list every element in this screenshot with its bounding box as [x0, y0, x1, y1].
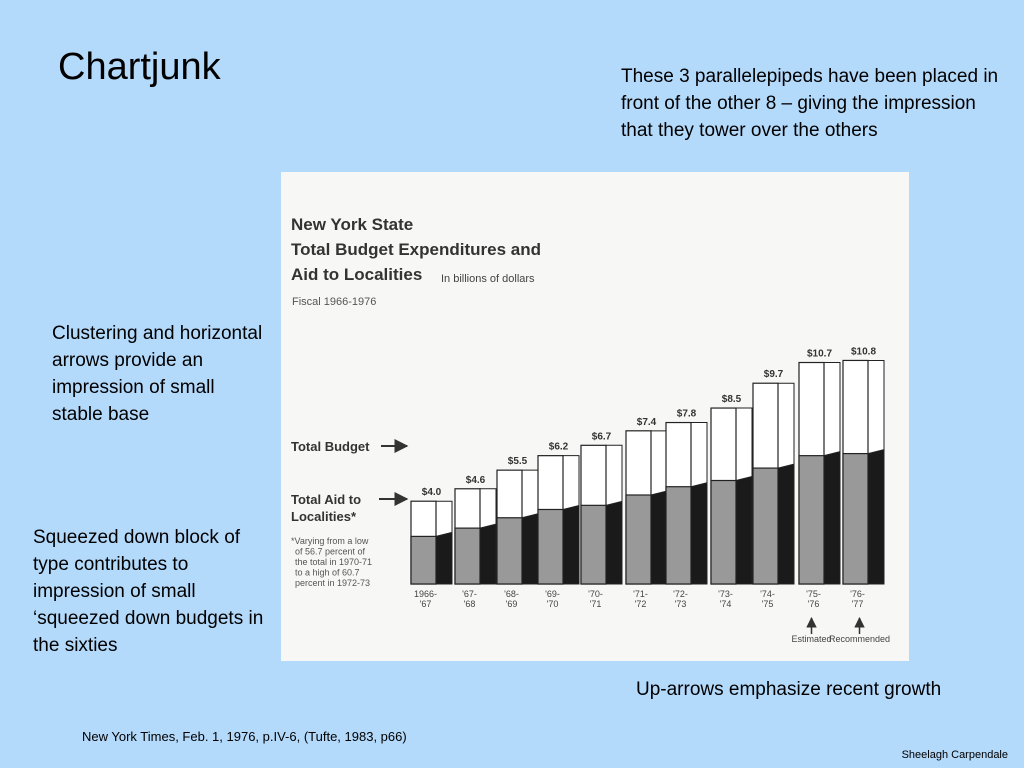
- chart-subtitle: Fiscal 1966-1976: [292, 296, 376, 308]
- aid-bar-7: [710, 479, 737, 585]
- value-label-2: $5.5: [508, 456, 528, 467]
- value-label-3: $6.2: [549, 442, 569, 453]
- bar-group-9: [798, 361, 841, 585]
- category-label-10: '76-'77: [850, 589, 865, 609]
- bar-group-5: [625, 430, 668, 585]
- aid-side-face-10: [867, 448, 885, 585]
- category-label-2: '68-'69: [504, 589, 519, 609]
- aid-side-face-8: [777, 463, 795, 585]
- aid-bar-9: [798, 455, 825, 585]
- category-label-9: '75-'76: [806, 589, 821, 609]
- aid-side-face-2: [521, 513, 539, 585]
- bar-group-8: [752, 382, 795, 585]
- category-label-6: '72-'73: [673, 589, 688, 609]
- budget-chart: $4.0 1966-'67 $4.6 '67-'68 $5.5 '68-'69 $6.2 '6…: [291, 215, 890, 644]
- value-label-9: $10.7: [807, 349, 832, 360]
- value-label-7: $8.5: [722, 394, 742, 405]
- value-label-0: $4.0: [422, 487, 442, 498]
- aid-bar-10: [842, 452, 869, 585]
- value-label-4: $6.7: [592, 431, 612, 442]
- bar-group-10: [842, 359, 885, 585]
- value-label-1: $4.6: [466, 475, 486, 486]
- annotation-towering-bars: These 3 parallelepipeds have been placed…: [621, 66, 999, 141]
- chart-footnote: *Varying from a low of 56.7 percent of the…: [291, 536, 372, 588]
- bar-group-7: [710, 407, 753, 585]
- chart-title: New York State Total Budget Expenditures …: [291, 215, 541, 284]
- bar-group-3: [537, 455, 580, 585]
- category-label-4: '70-'71: [588, 589, 603, 609]
- annotation-squeezed-type: Squeezed down block of type contributes …: [33, 527, 264, 656]
- category-label-3: '69-'70: [545, 589, 560, 609]
- value-label-10: $10.8: [851, 346, 876, 357]
- series-label-aid: Total Aid to Localities*: [291, 492, 361, 524]
- bar-group-6: [665, 421, 708, 585]
- bar-group-0: [410, 500, 453, 585]
- category-label-7: '73-'74: [718, 589, 733, 609]
- bottom-note-1: Recommended: [829, 634, 890, 644]
- category-label-0: 1966-'67: [414, 589, 437, 609]
- annotation-clustering: Clustering and horizontal arrows provide…: [52, 323, 263, 425]
- category-label-1: '67-'68: [462, 589, 477, 609]
- aid-bar-1: [454, 527, 481, 585]
- bottom-note-0: Estimated: [791, 634, 831, 644]
- aid-side-face-5: [650, 490, 668, 585]
- bar-group-1: [454, 488, 497, 585]
- aid-bar-6: [665, 486, 692, 585]
- annotation-up-arrows: Up-arrows emphasize recent growth: [636, 679, 942, 700]
- aid-bar-5: [625, 494, 652, 585]
- category-label-5: '71-'72: [633, 589, 648, 609]
- aid-side-face-9: [823, 451, 841, 585]
- aid-side-face-0: [435, 531, 453, 585]
- chart-unit: In billions of dollars: [441, 273, 535, 285]
- aid-bar-0: [410, 535, 437, 585]
- aid-bar-2: [496, 517, 523, 585]
- value-label-6: $7.8: [677, 409, 697, 420]
- chart-panel: $4.0 1966-'67 $4.6 '67-'68 $5.5 '68-'69 $6.2 '6…: [281, 172, 909, 661]
- aid-side-face-7: [735, 475, 753, 585]
- bar-group-4: [580, 444, 623, 585]
- aid-bar-4: [580, 504, 607, 585]
- citation: New York Times, Feb. 1, 1976, p.IV-6, (T…: [82, 729, 407, 744]
- value-label-8: $9.7: [764, 369, 784, 380]
- bar-group-2: [496, 469, 539, 585]
- aid-side-face-3: [562, 504, 580, 585]
- aid-side-face-4: [605, 500, 623, 585]
- aid-bar-8: [752, 467, 779, 585]
- author-credit: Sheelagh Carpendale: [901, 749, 1008, 761]
- aid-bar-3: [537, 508, 564, 585]
- category-label-8: '74-'75: [760, 589, 775, 609]
- slide-title: Chartjunk: [58, 46, 221, 88]
- aid-side-face-6: [690, 482, 708, 585]
- value-label-5: $7.4: [637, 417, 657, 428]
- aid-side-face-1: [479, 523, 497, 585]
- series-label-total-budget: Total Budget: [291, 439, 370, 454]
